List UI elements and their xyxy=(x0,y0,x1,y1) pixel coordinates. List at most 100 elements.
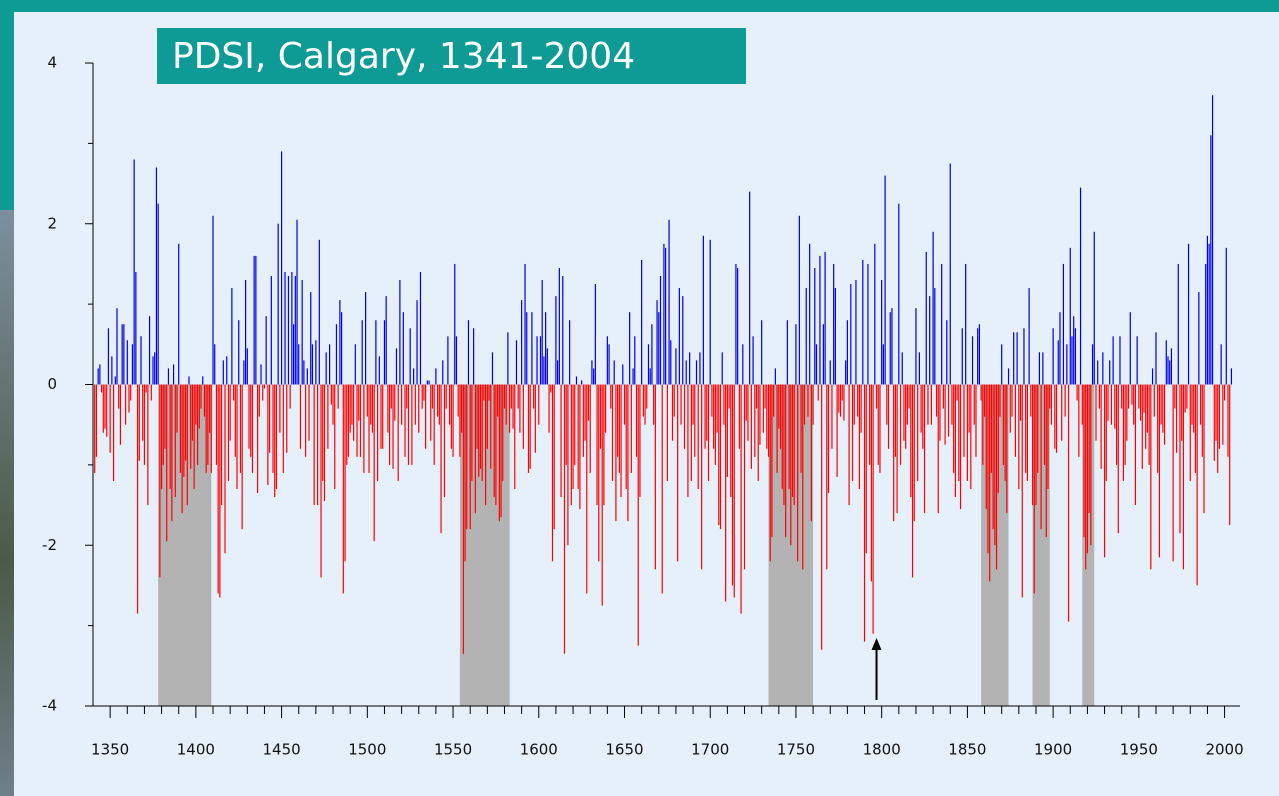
bar xyxy=(829,360,831,385)
bar xyxy=(1121,384,1123,409)
bar xyxy=(629,312,631,385)
bar xyxy=(1105,384,1107,481)
bar xyxy=(1055,384,1058,453)
bar xyxy=(718,384,720,526)
bar xyxy=(308,384,310,441)
bar xyxy=(812,384,814,425)
bar xyxy=(680,384,682,425)
bar xyxy=(539,336,542,385)
bar xyxy=(740,384,742,614)
drought-period xyxy=(1032,384,1050,706)
bar xyxy=(1139,384,1142,421)
bar xyxy=(701,384,703,570)
bar xyxy=(401,384,403,425)
bar xyxy=(567,384,569,546)
bar xyxy=(150,384,152,401)
bar xyxy=(387,384,389,433)
bar xyxy=(1028,288,1030,385)
bar xyxy=(545,312,547,385)
bar xyxy=(97,368,99,385)
bar xyxy=(253,255,255,385)
bar xyxy=(670,340,672,385)
bar xyxy=(1179,384,1181,534)
bar xyxy=(1136,336,1138,385)
bar xyxy=(409,328,411,385)
bar xyxy=(934,288,936,385)
bar xyxy=(284,271,286,385)
bar xyxy=(407,384,410,465)
bar xyxy=(599,384,602,449)
bar xyxy=(469,384,471,530)
bar xyxy=(272,384,274,473)
bar xyxy=(311,344,314,385)
bar xyxy=(558,267,560,385)
bar xyxy=(303,360,305,385)
bar xyxy=(522,384,524,449)
bar xyxy=(678,288,680,385)
bar xyxy=(625,384,627,489)
bar xyxy=(1187,243,1190,385)
bar xyxy=(327,384,329,449)
bar xyxy=(365,292,367,385)
bar xyxy=(831,384,833,449)
bar xyxy=(618,384,620,473)
bar xyxy=(853,384,855,425)
bar xyxy=(483,384,485,401)
bar xyxy=(987,384,989,554)
bar xyxy=(292,324,295,385)
bar xyxy=(752,336,754,385)
bar xyxy=(622,364,624,385)
bar xyxy=(937,384,939,514)
bar xyxy=(1091,344,1094,385)
bar xyxy=(1031,384,1034,506)
bar xyxy=(203,384,206,417)
bar xyxy=(1038,352,1041,385)
bar xyxy=(783,384,785,506)
bar xyxy=(442,360,444,385)
bar xyxy=(929,296,931,385)
bar xyxy=(1073,316,1075,385)
bar xyxy=(894,384,896,457)
x-tick-label: 1700 xyxy=(691,741,729,759)
bar xyxy=(1211,95,1214,385)
bar xyxy=(635,384,638,457)
bar xyxy=(179,384,182,473)
bar xyxy=(563,384,566,654)
bar xyxy=(721,352,723,385)
bar xyxy=(155,167,158,385)
bar xyxy=(195,384,197,425)
bar xyxy=(1162,384,1164,433)
bar xyxy=(279,384,281,433)
bar xyxy=(174,384,176,498)
x-tick-label: 1400 xyxy=(177,741,215,759)
bar xyxy=(486,384,488,449)
bar xyxy=(1201,384,1203,457)
bar xyxy=(1160,384,1162,425)
bar xyxy=(922,384,924,449)
bar xyxy=(925,251,927,385)
bar xyxy=(377,384,379,481)
bar xyxy=(397,384,399,481)
bar xyxy=(1191,384,1193,425)
bar xyxy=(207,384,209,465)
bar xyxy=(800,384,802,473)
bar xyxy=(863,384,866,642)
bar xyxy=(605,384,607,433)
bar xyxy=(1220,344,1222,385)
bar xyxy=(363,384,365,473)
bar xyxy=(258,384,260,417)
bar xyxy=(795,324,797,385)
bar xyxy=(677,384,679,562)
bar xyxy=(819,255,821,385)
bar xyxy=(99,364,101,385)
bar xyxy=(601,384,603,606)
bar xyxy=(476,384,478,449)
bar xyxy=(126,340,128,385)
bar xyxy=(918,352,920,385)
bar xyxy=(790,384,792,546)
bar xyxy=(887,384,890,449)
bar xyxy=(452,384,454,457)
bar xyxy=(366,384,368,417)
bar xyxy=(493,384,495,498)
bar xyxy=(560,384,562,498)
